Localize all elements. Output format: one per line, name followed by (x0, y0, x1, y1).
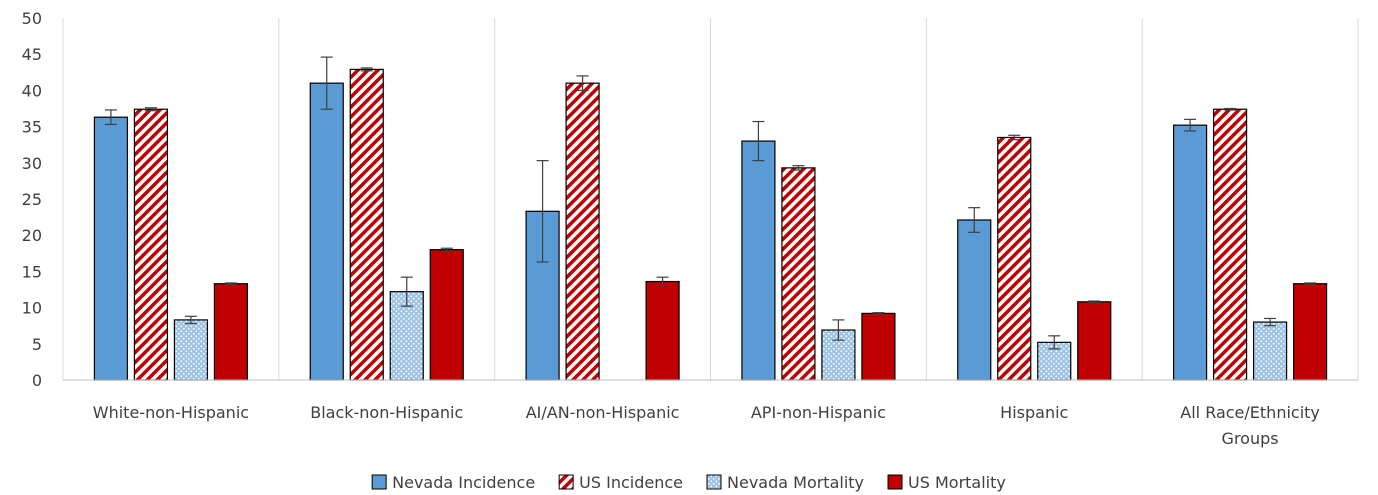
category-separators (63, 18, 1358, 380)
y-tick-label: 5 (32, 335, 42, 354)
x-tick-label: Black-non-Hispanic (310, 403, 463, 422)
bar-us-incidence (998, 137, 1031, 380)
y-tick-label: 0 (32, 371, 42, 390)
legend-label: US Incidence (579, 473, 683, 492)
y-tick-label: 25 (22, 190, 42, 209)
y-tick-label: 30 (22, 154, 42, 173)
bar-us-mortality (646, 282, 679, 380)
legend-label: Nevada Incidence (392, 473, 535, 492)
bar-us-mortality (1294, 284, 1327, 380)
y-tick-label: 40 (22, 81, 42, 100)
legend-swatch-us-mortality (888, 475, 902, 489)
x-tick-label: White-non-Hispanic (93, 403, 249, 422)
bar-nevada-incidence (310, 83, 343, 380)
bar-nevada-incidence (1174, 125, 1207, 380)
bar-nevada-incidence (958, 220, 991, 380)
x-tick-label: Groups (1222, 429, 1279, 448)
y-tick-label: 15 (22, 262, 42, 281)
y-tick-label: 35 (22, 118, 42, 137)
x-tick-label: AI/AN-non-Hispanic (526, 403, 680, 422)
bar-nevada-mortality (1254, 322, 1287, 380)
x-axis-labels: White-non-Hispanic Black-non-Hispanic AI/A… (93, 403, 1320, 448)
bar-nevada-incidence (742, 141, 775, 380)
legend: Nevada Incidence US Incidence Nevada Morta… (372, 473, 1006, 492)
legend-label: Nevada Mortality (727, 473, 864, 492)
bar-nevada-incidence (94, 117, 127, 380)
bar-us-mortality (214, 284, 247, 380)
bar-us-incidence (1214, 109, 1247, 380)
y-tick-label: 10 (22, 299, 42, 318)
bar-us-incidence (350, 69, 383, 380)
legend-swatch-us-incidence (559, 475, 573, 489)
legend-swatch-nevada-mortality (707, 475, 721, 489)
legend-label: US Mortality (908, 473, 1006, 492)
y-tick-label: 50 (22, 9, 42, 28)
x-tick-label: Hispanic (1000, 403, 1068, 422)
bar-us-incidence (566, 83, 599, 380)
bar-us-incidence (134, 109, 167, 380)
legend-swatch-nevada-incidence (372, 475, 386, 489)
bar-us-mortality (430, 250, 463, 380)
y-axis: 0 5 10 15 20 25 30 35 40 45 50 (22, 9, 42, 390)
x-tick-label: All Race/Ethnicity (1180, 403, 1320, 422)
y-tick-label: 45 (22, 45, 42, 64)
bar-nevada-mortality (174, 320, 207, 380)
x-tick-label: API-non-Hispanic (751, 403, 886, 422)
bar-us-mortality (1078, 302, 1111, 380)
bar-us-incidence (782, 168, 815, 380)
bar-us-mortality (862, 313, 895, 380)
y-tick-label: 20 (22, 226, 42, 245)
